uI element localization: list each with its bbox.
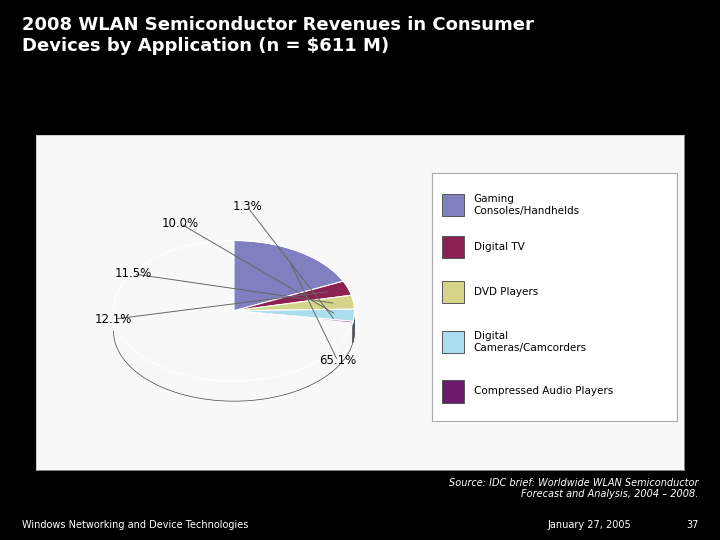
Text: DVD Players: DVD Players [474, 287, 538, 297]
Bar [442, 330, 464, 353]
Polygon shape [353, 309, 354, 341]
Text: Gaming
Consoles/Handhelds: Gaming Consoles/Handhelds [474, 194, 580, 216]
Polygon shape [234, 309, 354, 321]
Text: 10.0%: 10.0% [162, 217, 199, 230]
Text: 1.3%: 1.3% [233, 200, 262, 213]
Text: Compressed Audio Players: Compressed Audio Players [474, 387, 613, 396]
Bar [442, 194, 464, 216]
Bar [442, 380, 464, 403]
Text: Digital
Cameras/Camcorders: Digital Cameras/Camcorders [474, 331, 587, 353]
Text: Digital TV: Digital TV [474, 242, 524, 252]
Bar [442, 281, 464, 303]
Text: 2008 WLAN Semiconductor Revenues in Consumer
Devices by Application (n = $611 M): 2008 WLAN Semiconductor Revenues in Cons… [22, 16, 534, 55]
Bar [442, 236, 464, 259]
Text: Source: IDC brief: Worldwide WLAN Semiconductor: Source: IDC brief: Worldwide WLAN Semico… [449, 478, 698, 488]
Text: Windows Networking and Device Technologies: Windows Networking and Device Technologi… [22, 520, 248, 530]
Polygon shape [234, 295, 354, 310]
Text: January 27, 2005: January 27, 2005 [547, 520, 631, 530]
Text: 12.1%: 12.1% [95, 313, 132, 326]
Polygon shape [234, 240, 343, 310]
Text: Forecast and Analysis, 2004 – 2008.: Forecast and Analysis, 2004 – 2008. [521, 489, 698, 499]
Polygon shape [234, 310, 353, 323]
Text: 65.1%: 65.1% [319, 354, 356, 368]
Text: 11.5%: 11.5% [115, 267, 152, 280]
Polygon shape [234, 281, 351, 310]
Text: 37: 37 [686, 520, 698, 530]
